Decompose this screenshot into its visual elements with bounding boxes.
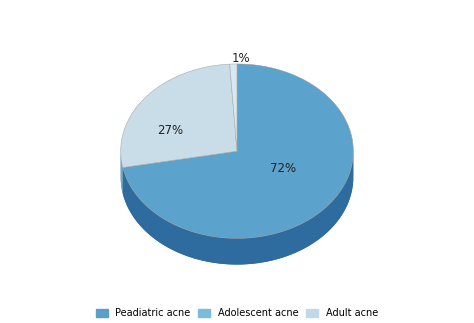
Legend: Peadiatric acne, Adolescent acne, Adult acne: Peadiatric acne, Adolescent acne, Adult … — [96, 308, 378, 318]
Text: 72%: 72% — [271, 162, 297, 175]
Polygon shape — [123, 64, 353, 238]
Polygon shape — [121, 151, 123, 194]
Polygon shape — [121, 151, 353, 265]
Polygon shape — [123, 151, 353, 265]
Text: 27%: 27% — [157, 124, 183, 137]
Text: 1%: 1% — [232, 52, 251, 65]
Polygon shape — [121, 64, 237, 168]
Polygon shape — [230, 64, 237, 151]
